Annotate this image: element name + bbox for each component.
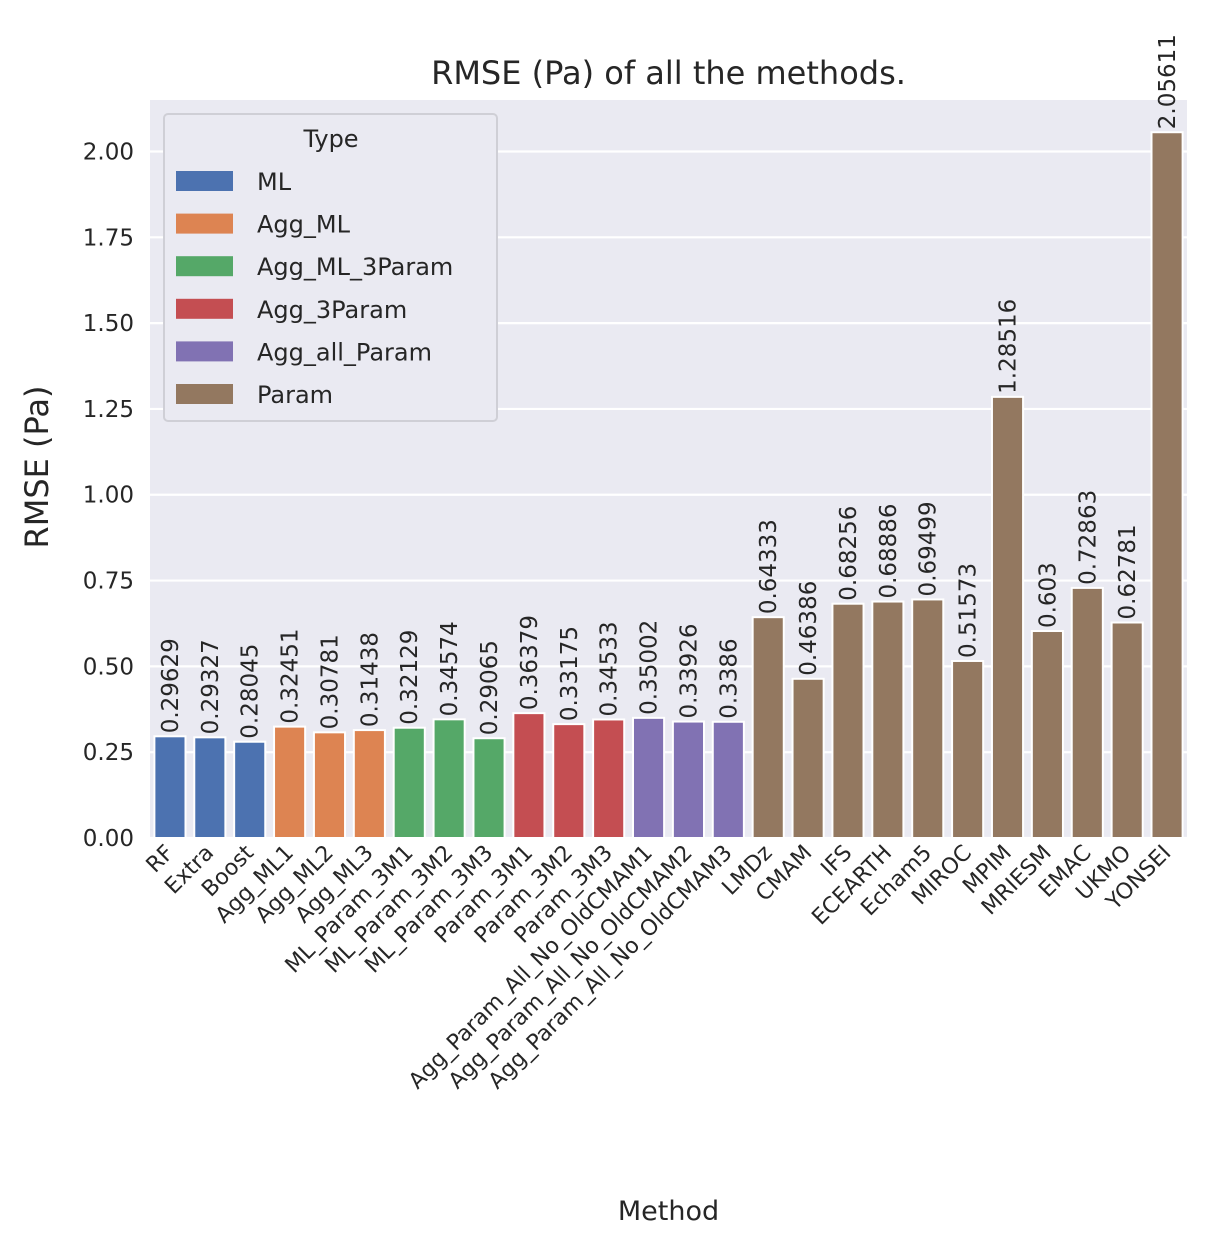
bar-ifs bbox=[831, 602, 865, 840]
legend-box bbox=[163, 113, 498, 422]
data-label: 0.64333 bbox=[756, 519, 782, 614]
bar-agg_ml3 bbox=[352, 729, 386, 839]
y-tick-label: 1.00 bbox=[83, 483, 134, 509]
data-label: 0.28045 bbox=[238, 644, 264, 739]
x-axis-label: Method bbox=[618, 1196, 719, 1227]
y-tick-label: 0.00 bbox=[83, 826, 134, 852]
bar-boost bbox=[233, 740, 267, 839]
bars bbox=[153, 131, 1184, 840]
bar-miroc bbox=[951, 659, 985, 839]
data-label: 0.51573 bbox=[956, 563, 982, 658]
legend-swatch-param bbox=[176, 384, 233, 404]
bar-agg_param_all_no_oldcmam2 bbox=[671, 720, 705, 840]
data-label: 0.68256 bbox=[836, 506, 862, 601]
y-axis-ticks: 0.00 0.25 0.50 0.75 1.00 1.25 1.50 1.75 2.00 bbox=[83, 139, 134, 852]
bar-cmam bbox=[791, 677, 825, 839]
y-tick-label: 0.50 bbox=[83, 654, 134, 680]
legend-label: Param bbox=[257, 381, 333, 409]
bar-param_3m2 bbox=[552, 723, 586, 839]
bar-extra bbox=[193, 736, 227, 840]
bar-echam5 bbox=[911, 598, 945, 839]
bar-mriesm bbox=[1030, 630, 1064, 839]
legend-label: ML bbox=[257, 168, 292, 196]
data-label: 0.46386 bbox=[796, 581, 822, 676]
data-label: 0.32451 bbox=[278, 628, 304, 723]
legend-label: Agg_ML_3Param bbox=[257, 253, 453, 281]
x-axis-ticks: RFExtraBoostAgg_ML1Agg_ML2Agg_ML3ML_Para… bbox=[142, 840, 1177, 1094]
chart-title: RMSE (Pa) of all the methods. bbox=[431, 54, 906, 92]
y-tick-label: 0.75 bbox=[83, 569, 134, 595]
data-label: 0.33175 bbox=[557, 626, 583, 721]
y-tick-label: 2.00 bbox=[83, 139, 134, 165]
bar-agg_ml1 bbox=[273, 725, 307, 839]
data-label: 2.05611 bbox=[1155, 34, 1181, 129]
legend-swatch-agg_all_param bbox=[176, 341, 233, 362]
data-label: 0.29629 bbox=[158, 638, 184, 733]
data-label: 0.32129 bbox=[397, 630, 423, 725]
data-label: 0.72863 bbox=[1075, 490, 1101, 585]
bar-ml_param_3m2 bbox=[432, 718, 466, 840]
y-tick-label: 1.50 bbox=[83, 311, 134, 337]
data-label: 0.29327 bbox=[198, 639, 224, 734]
y-tick-label: 0.25 bbox=[83, 740, 134, 766]
data-label: 0.30781 bbox=[317, 634, 343, 729]
bar-mpim bbox=[990, 395, 1025, 839]
data-label: 0.62781 bbox=[1115, 524, 1141, 619]
y-tick-label: 1.25 bbox=[83, 397, 134, 423]
data-label: 0.68886 bbox=[876, 503, 902, 598]
legend-swatch-agg_ml bbox=[176, 213, 233, 234]
legend-swatch-agg_3param bbox=[176, 298, 233, 319]
data-label: 0.34533 bbox=[597, 621, 623, 716]
bar-yonsei bbox=[1150, 131, 1184, 840]
data-label: 0.29065 bbox=[477, 640, 503, 735]
legend-swatch-agg_ml_3param bbox=[176, 256, 233, 277]
legend-swatch-ml bbox=[176, 171, 233, 191]
bar-agg_param_all_no_oldcmam1 bbox=[632, 716, 666, 839]
bar-lmdz bbox=[751, 616, 785, 839]
bar-rf bbox=[153, 735, 187, 840]
legend-title: Type bbox=[302, 125, 358, 153]
data-label: 0.31438 bbox=[357, 632, 383, 727]
legend-label: Agg_3Param bbox=[257, 296, 407, 324]
data-label: 0.35002 bbox=[637, 620, 663, 715]
data-label: 0.33926 bbox=[676, 623, 702, 718]
bar-ml_param_3m1 bbox=[392, 726, 426, 839]
y-axis-label: RMSE (Pa) bbox=[18, 386, 56, 549]
data-label: 0.69499 bbox=[916, 501, 942, 596]
bar-param_3m1 bbox=[512, 712, 546, 839]
bar-agg_ml2 bbox=[312, 731, 347, 839]
data-label: 1.28516 bbox=[996, 299, 1022, 394]
y-tick-label: 1.75 bbox=[83, 225, 134, 251]
data-label: 0.36379 bbox=[517, 615, 543, 710]
legend: Type ML Agg_ML Agg_ML_3Param Agg_3Param Agg_… bbox=[163, 113, 498, 422]
bar-ukmo bbox=[1110, 621, 1144, 839]
bar-param_3m3 bbox=[592, 718, 626, 839]
data-label: 0.603 bbox=[1035, 562, 1061, 628]
data-label: 0.34574 bbox=[437, 621, 463, 716]
bar-ecearth bbox=[871, 600, 905, 839]
data-label: 0.3386 bbox=[716, 638, 742, 718]
bar-ml_param_3m3 bbox=[472, 737, 506, 840]
bar-emac bbox=[1070, 586, 1104, 839]
data-labels: 0.29629 0.29327 0.28045 0.32451 0.30781 0.314… bbox=[158, 34, 1181, 739]
legend-label: Agg_all_Param bbox=[257, 338, 432, 366]
bar-agg_param_all_no_oldcmam3 bbox=[711, 720, 745, 839]
legend-label: Agg_ML bbox=[257, 211, 351, 239]
